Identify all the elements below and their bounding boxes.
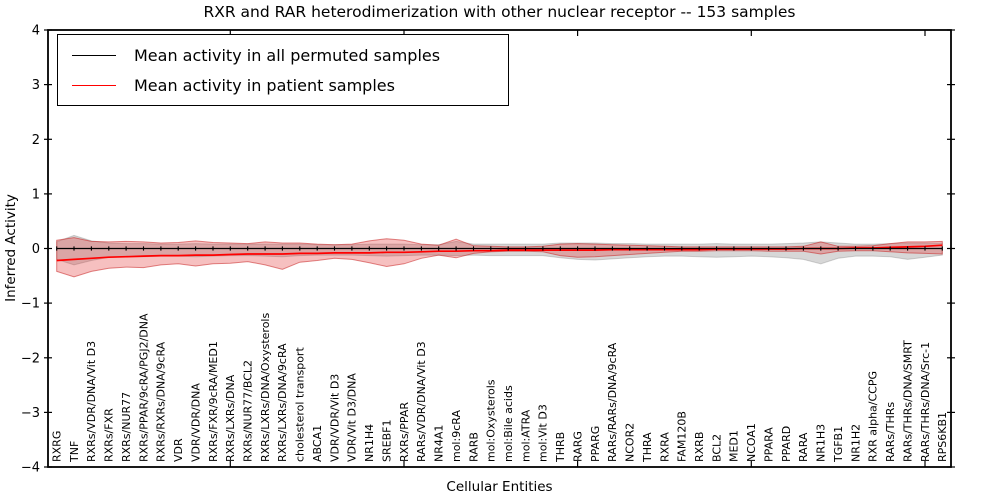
legend-line-sample-red-icon [72, 84, 116, 86]
legend-item-permuted-samples: Mean activity in all permuted samples [58, 40, 508, 70]
x-tick-label: ABCA1 [311, 425, 324, 462]
x-tick-label: mol:9cRA [450, 410, 463, 462]
x-tick-label: RXRG [51, 431, 64, 462]
y-tick-label: −3 [21, 406, 40, 421]
x-tick-label: NR1H3 [815, 424, 828, 462]
x-tick-label: SREBF1 [380, 420, 393, 462]
y-tick-label: 1 [32, 187, 40, 202]
x-tick-label: RARs/THRs/DNA/Src-1 [919, 342, 932, 462]
x-tick-label: VDR/Vit D3/DNA [346, 373, 359, 462]
y-tick-label: −1 [21, 297, 40, 312]
x-tick-label: RARA [797, 432, 810, 462]
y-tick-label: 0 [32, 242, 40, 257]
x-tick-label: VDR [172, 438, 185, 462]
legend-label-permuted-samples: Mean activity in all permuted samples [134, 45, 441, 65]
x-tick-label: RXR alpha/CCPG [867, 371, 880, 462]
x-tick-label: RXRA [658, 432, 671, 462]
y-tick-label: 4 [32, 24, 40, 39]
legend-item-patient-samples: Mean activity in patient samples [58, 70, 508, 100]
x-tick-label: NCOA1 [745, 423, 758, 462]
legend: Mean activity in all permuted samples Me… [57, 34, 509, 106]
x-tick-label: PPARG [589, 426, 602, 462]
x-tick-label: mol:ATRA [519, 409, 532, 462]
y-tick-label: 3 [32, 78, 40, 93]
x-tick-label: TNF [68, 441, 81, 463]
x-axis-label: Cellular Entities [446, 479, 553, 495]
x-tick-label: MED1 [728, 430, 741, 462]
x-tick-label: RXRs/RXRs/DNA/9cRA [155, 341, 168, 462]
y-tick-label: −2 [21, 351, 40, 366]
x-tick-label: RXRs/LXRs/DNA [224, 374, 237, 462]
x-tick-label: RXRs/FXR/9cRA/MED1 [207, 341, 220, 462]
legend-line-sample-black-icon [72, 54, 116, 56]
patient-samples-band [56, 237, 943, 278]
x-tick-label: RARs/RARs/DNA/9cRA [606, 342, 619, 462]
x-tick-label: mol:Oxysterols [485, 379, 498, 462]
x-tick-label: RXRs/VDR/DNA/Vit D3 [85, 341, 98, 462]
axes-box [47, 29, 952, 468]
x-tick-label: NR1H2 [849, 424, 862, 462]
x-tick-label: PPARD [780, 426, 793, 462]
x-tick-label: RXRs/LXRs/DNA/9cRA [276, 343, 289, 462]
x-tick-label: FAM120B [676, 411, 689, 462]
y-tick-label: −4 [21, 461, 40, 476]
x-tick-label: RARB [467, 432, 480, 462]
x-tick-label: mol:Vit D3 [537, 404, 550, 462]
x-tick-label: RARs/THRs [884, 402, 897, 462]
legend-label-patient-samples: Mean activity in patient samples [134, 75, 395, 95]
x-tick-label: RXRs/NUR77/BCL2 [242, 360, 255, 462]
x-tick-label: VDR/VDR/DNA [189, 383, 202, 462]
x-tick-label: RARs/THRs/DNA/SMRT [901, 340, 914, 462]
x-tick-label: NR1H4 [363, 424, 376, 462]
x-tick-label: RXRs/PPAR [398, 402, 411, 462]
x-tick-label: BCL2 [710, 434, 723, 462]
x-tick-label: PPARA [763, 427, 776, 462]
permuted-mean-markers [56, 246, 943, 251]
x-tick-label: TGFB1 [832, 426, 845, 463]
chart-title: RXR and RAR heterodimerization with othe… [203, 3, 796, 21]
x-tick-label: cholesterol transport [294, 347, 307, 462]
x-tick-label: RXRs/PPAR/9cRA/PGJ2/DNA [137, 313, 150, 462]
x-tick-label: THRA [641, 432, 654, 463]
y-tick-label: 2 [32, 133, 40, 148]
x-tick-label: RARs/VDR/DNA/Vit D3 [415, 341, 428, 462]
x-tick-label: NR4A1 [433, 425, 446, 462]
x-tick-label: VDR/VDR/Vit D3 [328, 374, 341, 462]
x-tick-label: RXRs/NUR77 [120, 392, 133, 462]
x-tick-label: mol:Bile acids [502, 385, 515, 462]
x-tick-label: RARG [571, 431, 584, 462]
x-tick-label: RPS6KB1 [936, 412, 949, 462]
x-tick-label: RXRs/LXRs/DNA/Oxysterols [259, 313, 272, 462]
x-tick-label: RXRB [693, 432, 706, 462]
x-tick-label: NCOR2 [624, 423, 637, 462]
x-tick-label: RXRs/FXR [103, 408, 116, 462]
x-tick-label: THRB [554, 432, 567, 463]
